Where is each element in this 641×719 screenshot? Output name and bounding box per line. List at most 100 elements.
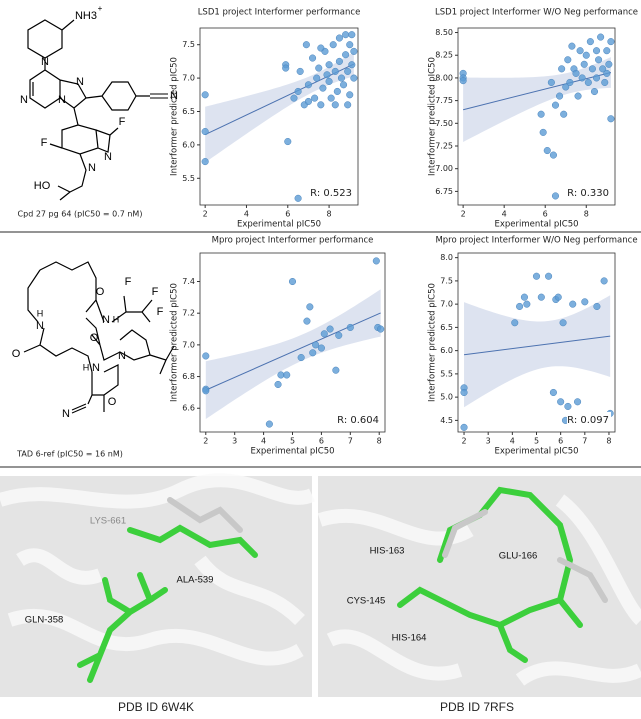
data-point	[511, 319, 519, 327]
atom-label: F	[41, 137, 48, 149]
data-point	[327, 94, 335, 102]
structure-caption: PDB ID 7RFS	[440, 700, 514, 714]
atom-label: N	[36, 320, 44, 332]
data-point	[312, 341, 320, 349]
data-point	[344, 101, 352, 109]
data-point	[549, 151, 557, 159]
x-tick-label: 8	[377, 437, 382, 446]
y-tick-label: 5.0	[440, 393, 453, 402]
data-point	[344, 67, 352, 75]
atom-label: H	[37, 308, 44, 318]
annotation: R: 0.330	[567, 188, 609, 199]
data-point	[537, 293, 545, 301]
plot-frame	[199, 27, 359, 206]
structure-image	[318, 476, 641, 697]
chart-title: LSD1 project Interformer W/O Neg perform…	[435, 8, 638, 18]
data-point	[603, 69, 611, 77]
x-tick-label: 2	[461, 210, 466, 219]
x-tick-label: 8	[327, 210, 332, 219]
data-point	[331, 101, 339, 109]
data-point	[592, 74, 601, 82]
data-point	[337, 74, 346, 82]
data-point	[523, 300, 531, 308]
molecule-2: F F F O N H H N O N H O N O N TAD 6-ref …	[12, 261, 175, 459]
data-point	[584, 78, 592, 87]
data-point	[537, 110, 545, 118]
annotation-box	[567, 412, 611, 427]
data-point	[290, 94, 298, 102]
x-tick-label: 4	[502, 210, 507, 219]
data-point	[600, 277, 608, 285]
y-axis-label: Interformer predicted pIC50	[428, 57, 438, 176]
data-point	[459, 77, 467, 85]
data-point	[549, 388, 557, 397]
data-point	[545, 272, 553, 280]
x-tick-label: 7	[582, 437, 587, 446]
data-point	[566, 78, 574, 87]
data-point	[588, 65, 596, 73]
annotation: R: 0.604	[337, 415, 379, 426]
data-point	[569, 300, 577, 308]
y-tick-label: 7.0	[440, 300, 453, 309]
structure-caption: PDB ID 6W4K	[118, 700, 194, 714]
atom-label: H	[83, 362, 90, 372]
data-point	[460, 388, 468, 397]
data-point	[559, 319, 567, 327]
atom-label: N	[58, 94, 66, 106]
data-point	[332, 366, 340, 374]
scatter-chart: Mpro project Interformer W/O Neg perform…	[428, 236, 638, 457]
residue-label: GLN-358	[25, 615, 64, 626]
atom-label: N	[88, 162, 96, 174]
y-tick-label: 7.75	[435, 96, 453, 105]
annotation-box	[567, 185, 611, 200]
data-point	[560, 110, 568, 118]
data-point	[593, 302, 601, 311]
data-point	[274, 380, 282, 389]
data-point	[557, 398, 565, 406]
atom-label: N	[62, 408, 70, 420]
atom-label: F	[119, 116, 126, 128]
data-point	[333, 87, 341, 96]
data-point	[346, 323, 354, 332]
data-point	[547, 78, 555, 87]
atom-label: O	[12, 348, 21, 360]
x-tick-label: 3	[232, 437, 237, 446]
scatter-chart: LSD1 project Interformer performance Expe…	[170, 8, 361, 230]
data-point	[599, 65, 607, 73]
data-point	[516, 302, 524, 311]
molecule-1: NH3 + N N N N N F F N N HO Cpd 27 pg 64 …	[18, 4, 178, 218]
data-point	[302, 41, 310, 49]
atom-label: N	[104, 151, 112, 163]
annotation-box	[310, 185, 354, 200]
y-tick-label: 6.6	[182, 404, 195, 413]
data-point	[202, 387, 210, 395]
x-tick-label: 8	[606, 437, 611, 446]
annotation: R: 0.523	[310, 188, 352, 199]
data-point	[317, 101, 325, 109]
y-axis-label: Interformer predicted pIC50	[428, 283, 438, 402]
data-point	[564, 402, 572, 410]
y-tick-label: 8.50	[435, 28, 453, 37]
data-point	[342, 51, 350, 59]
y-tick-label: 7.50	[435, 119, 453, 128]
ligand-sticks	[77, 524, 258, 683]
atom-label: NH3	[75, 10, 97, 22]
y-tick-label: 6.5	[182, 107, 195, 116]
atom-label: F	[157, 306, 164, 318]
ribbon	[0, 473, 315, 666]
x-tick-label: 4	[261, 437, 266, 446]
y-axis-label: Interformer predicted pIC50	[170, 283, 180, 402]
data-point	[576, 47, 584, 55]
data-point	[605, 60, 613, 68]
scatter-chart: Mpro project Interformer performance Expe…	[170, 236, 386, 457]
residue-label: HIS-163	[370, 546, 405, 557]
data-point	[607, 115, 615, 123]
atom-label: N	[118, 350, 126, 362]
ribbon	[317, 494, 641, 686]
data-point	[372, 257, 380, 265]
y-tick-label: 8.25	[435, 51, 453, 60]
data-point	[597, 33, 605, 41]
x-axis-label: Experimental pIC50	[250, 447, 334, 457]
